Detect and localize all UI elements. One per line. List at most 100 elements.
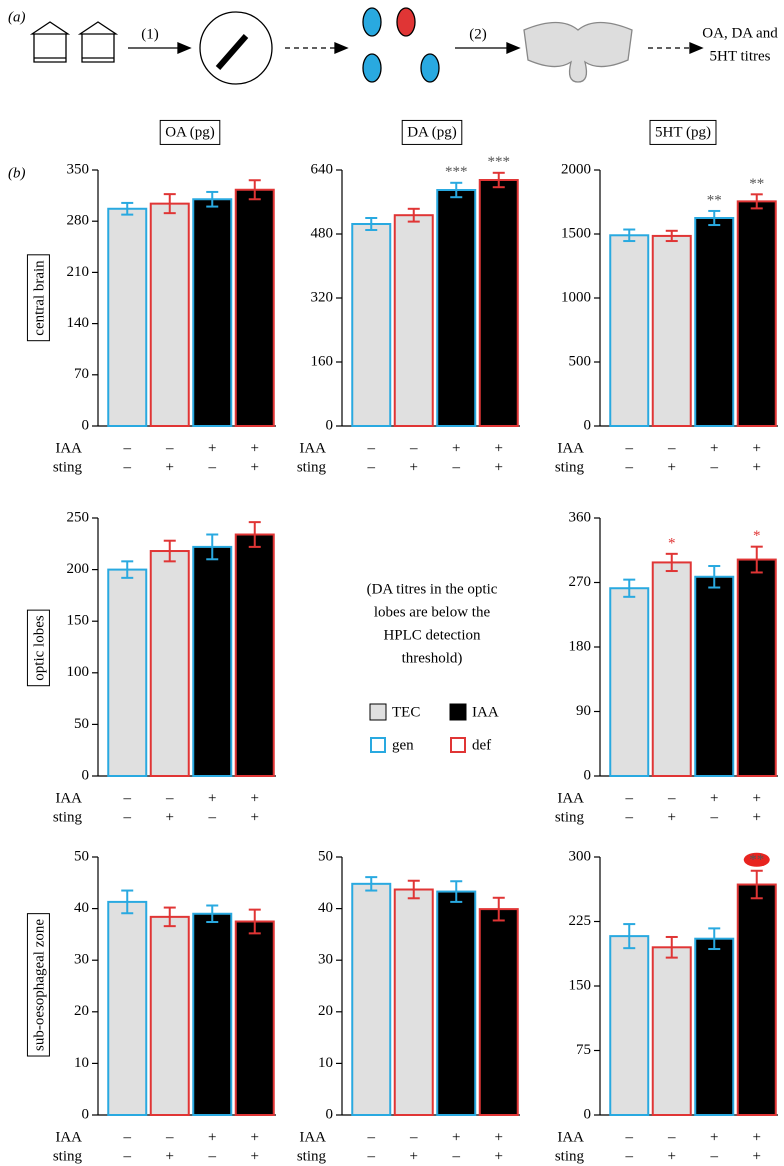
bar	[192, 198, 233, 427]
column-header: OA (pg)	[165, 124, 215, 140]
bar	[736, 883, 777, 1117]
error-bar	[163, 193, 176, 215]
error-bar	[708, 565, 721, 589]
condition-mark: +	[668, 459, 676, 475]
row-label: optic lobes	[26, 609, 50, 687]
condition-mark: –	[123, 1129, 132, 1145]
y-tick-label: 300	[569, 848, 592, 864]
y-tick-label: 0	[584, 767, 592, 783]
error-bar	[750, 869, 763, 900]
condition-label: sting	[555, 809, 585, 825]
error-bar	[248, 521, 261, 548]
condition-mark: +	[495, 1129, 503, 1145]
bar	[107, 900, 148, 1117]
bar	[694, 217, 735, 427]
label-box	[26, 913, 50, 1057]
condition-mark: +	[166, 1148, 174, 1164]
error-bar	[121, 560, 134, 579]
error-bar	[450, 880, 463, 903]
significance-label: **	[707, 192, 722, 208]
hive-icon	[77, 21, 119, 63]
bar	[149, 202, 190, 427]
y-tick-label: 480	[311, 225, 334, 241]
error-bar	[623, 578, 636, 598]
condition-label: IAA	[557, 790, 584, 806]
row-label: central brain	[26, 254, 50, 342]
panel-label: (b)	[8, 165, 26, 181]
condition-mark: +	[410, 1148, 418, 1164]
condition-mark: –	[625, 809, 634, 825]
bar	[393, 888, 434, 1116]
condition-mark: –	[123, 459, 132, 475]
y-tick-label: 360	[569, 509, 592, 525]
bar	[694, 937, 735, 1117]
label-box	[649, 119, 717, 145]
condition-mark: +	[166, 459, 174, 475]
error-bar	[206, 533, 219, 561]
y-tick-label: 210	[67, 264, 90, 280]
error-bar	[623, 228, 636, 243]
error-bar	[750, 193, 763, 210]
y-tick-label: 150	[67, 613, 90, 629]
condition-mark: –	[710, 1148, 719, 1164]
error-bar	[750, 545, 763, 574]
row-label-text: sub-oesophageal zone	[31, 919, 47, 1051]
error-bar	[121, 889, 134, 915]
condition-label: sting	[53, 809, 83, 825]
y-tick-label: 0	[584, 417, 592, 433]
bar	[651, 234, 692, 427]
condition-mark: –	[367, 440, 376, 456]
y-tick-label: 90	[576, 703, 591, 719]
error-bar	[206, 904, 219, 924]
annotation-highlight	[743, 852, 770, 867]
condition-label: IAA	[557, 440, 584, 456]
condition-mark: +	[710, 1129, 718, 1145]
y-tick-label: 640	[311, 161, 334, 177]
condition-mark: +	[251, 440, 259, 456]
condition-mark: –	[367, 1129, 376, 1145]
condition-mark: –	[208, 459, 217, 475]
y-tick-label: 350	[67, 161, 90, 177]
error-bar	[248, 908, 261, 935]
condition-mark: –	[625, 790, 634, 806]
bar	[609, 935, 650, 1116]
legend-swatch	[370, 737, 386, 753]
bar	[478, 908, 519, 1117]
y-tick-label: 500	[569, 353, 592, 369]
note-text: (DA titres in the optic	[367, 581, 498, 597]
error-bar	[365, 876, 378, 892]
condition-mark: –	[123, 809, 132, 825]
error-bar	[407, 879, 420, 900]
bar	[736, 200, 777, 427]
bar	[436, 890, 477, 1117]
bar	[192, 545, 233, 777]
condition-mark: +	[710, 440, 718, 456]
condition-label: IAA	[55, 1129, 82, 1145]
y-tick-label: 0	[326, 417, 334, 433]
y-tick-label: 1000	[561, 289, 591, 305]
condition-label: sting	[297, 459, 327, 475]
condition-mark: –	[710, 809, 719, 825]
significance-label: ***	[445, 164, 468, 180]
condition-mark: +	[251, 459, 259, 475]
error-bar	[492, 171, 505, 189]
label-box	[26, 254, 50, 342]
condition-mark: –	[208, 809, 217, 825]
error-bar	[163, 906, 176, 928]
bee-icon	[362, 7, 382, 37]
y-tick-label: 150	[569, 977, 592, 993]
bar	[107, 207, 148, 427]
y-tick-label: 280	[67, 213, 90, 229]
condition-mark: –	[667, 440, 676, 456]
condition-mark: –	[367, 459, 376, 475]
condition-label: sting	[53, 1148, 83, 1164]
row-label-text: optic lobes	[31, 615, 47, 681]
condition-mark: –	[165, 1129, 174, 1145]
error-bar	[248, 179, 261, 201]
error-bar	[450, 181, 463, 199]
error-bar	[665, 229, 678, 243]
row-label-text: central brain	[31, 260, 47, 336]
note-text: lobes are below the	[374, 604, 491, 620]
y-tick-label: 75	[576, 1042, 591, 1058]
